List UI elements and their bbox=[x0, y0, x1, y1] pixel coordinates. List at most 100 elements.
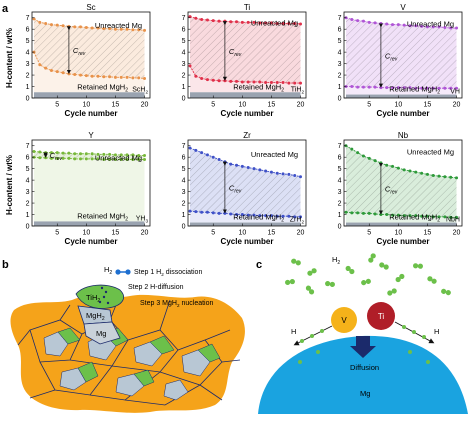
lower-data-point bbox=[420, 86, 424, 90]
x-tick-label: 15 bbox=[112, 230, 120, 237]
lower-data-point bbox=[119, 75, 123, 79]
panel-b: TiH2 MgH2 Mg H2 Step 1 H2 dissociation S… bbox=[10, 265, 245, 413]
unreacted-label: Unreacted Mg bbox=[251, 150, 298, 159]
upper-data-point bbox=[408, 169, 412, 173]
upper-data-point bbox=[350, 147, 354, 151]
h-atom bbox=[445, 290, 451, 296]
upper-data-point bbox=[264, 21, 268, 25]
y-tick-label: 0 bbox=[182, 224, 186, 231]
retained-region bbox=[34, 52, 145, 93]
upper-data-point bbox=[131, 28, 135, 32]
hydride-label: ZrH2 bbox=[290, 217, 305, 225]
x-tick-label: 20 bbox=[141, 230, 149, 237]
upper-data-point bbox=[102, 152, 106, 156]
h-atom bbox=[291, 258, 297, 264]
lower-data-point bbox=[79, 73, 83, 77]
upper-data-point bbox=[217, 19, 221, 23]
upper-data-point bbox=[455, 176, 459, 180]
lower-data-point bbox=[299, 215, 303, 219]
upper-data-point bbox=[246, 20, 250, 24]
lower-data-point bbox=[396, 213, 400, 217]
upper-data-point bbox=[391, 23, 395, 27]
y-tick-label: 5 bbox=[182, 38, 186, 45]
retained-region bbox=[190, 65, 301, 93]
h-atom bbox=[289, 278, 295, 285]
y-tick-label: 0 bbox=[338, 96, 342, 103]
x-tick-label: 5 bbox=[211, 102, 215, 109]
step1-text: Step 1 H2 dissociation bbox=[134, 269, 202, 277]
upper-data-point bbox=[67, 24, 71, 28]
y-tick-label: 4 bbox=[26, 178, 30, 185]
h-atom bbox=[285, 279, 291, 286]
lower-data-point bbox=[131, 157, 135, 161]
upper-data-point bbox=[73, 25, 77, 29]
h-atom bbox=[431, 278, 437, 284]
lower-data-point bbox=[84, 157, 88, 161]
upper-data-point bbox=[258, 21, 262, 25]
retained-region bbox=[190, 211, 301, 223]
upper-data-point bbox=[188, 146, 192, 150]
plot-frame bbox=[343, 11, 463, 99]
upper-data-point bbox=[431, 174, 435, 178]
upper-data-point bbox=[258, 168, 262, 172]
retained-hydride-band bbox=[190, 92, 301, 98]
lower-data-point bbox=[188, 64, 192, 68]
lower-data-point bbox=[287, 214, 291, 218]
lower-data-point bbox=[205, 210, 209, 214]
crev-label: Crev bbox=[50, 151, 63, 162]
crev-label: Crev bbox=[73, 46, 86, 57]
y-tick-label: 2 bbox=[338, 201, 342, 208]
lower-data-point bbox=[90, 74, 94, 78]
crev-hatch bbox=[190, 148, 301, 217]
lower-data-point bbox=[264, 81, 268, 85]
x-tick-label: 15 bbox=[268, 230, 276, 237]
hydride-label: ScH2 bbox=[132, 86, 148, 94]
y-tick-label: 5 bbox=[338, 38, 342, 45]
lower-data-point bbox=[287, 81, 291, 85]
lower-data-point bbox=[61, 156, 65, 160]
h2-molecule bbox=[379, 262, 389, 270]
h-label-left: H bbox=[291, 327, 296, 336]
lower-data-point bbox=[211, 78, 215, 82]
upper-data-point bbox=[361, 19, 365, 23]
upper-data-point bbox=[235, 20, 239, 24]
upper-data-point bbox=[96, 152, 100, 156]
upper-data-point bbox=[188, 15, 192, 19]
upper-data-point bbox=[194, 148, 198, 152]
retained-hydride-band bbox=[34, 221, 145, 226]
h-atom bbox=[441, 288, 447, 294]
h-atom bbox=[417, 263, 423, 269]
lower-data-point bbox=[449, 215, 453, 219]
upper-data-point bbox=[443, 25, 447, 29]
lower-data-point bbox=[44, 66, 48, 70]
hydride-label: NbH bbox=[446, 217, 460, 224]
y-tick-label: 3 bbox=[26, 61, 30, 68]
lower-data-point bbox=[408, 214, 412, 218]
h-atom bbox=[383, 264, 389, 270]
hydride-label: VH bbox=[450, 89, 460, 96]
upper-data-point bbox=[61, 151, 65, 155]
y-tick-label: 7 bbox=[26, 143, 30, 150]
y-tick-label: 1 bbox=[26, 212, 30, 219]
h-atom bbox=[391, 288, 397, 294]
upper-data-point bbox=[287, 172, 291, 176]
upper-data-point bbox=[287, 21, 291, 25]
upper-data-point bbox=[38, 20, 42, 24]
upper-data-point bbox=[113, 27, 117, 31]
lower-data-point bbox=[414, 86, 418, 90]
lower-data-point bbox=[258, 214, 262, 218]
mg-label-c: Mg bbox=[360, 389, 370, 398]
upper-data-point bbox=[137, 153, 141, 157]
panel-label-a: a bbox=[2, 3, 9, 15]
lower-data-point bbox=[194, 74, 198, 78]
lower-data-point bbox=[113, 75, 117, 79]
upper-data-point bbox=[90, 26, 94, 30]
lower-data-point bbox=[281, 214, 285, 218]
lower-data-point bbox=[246, 80, 250, 84]
step3-text: Step 3 MgH2 nucleation bbox=[140, 300, 213, 308]
diffusion-arrow bbox=[350, 336, 376, 358]
x-axis-label: Cycle number bbox=[377, 109, 430, 118]
y-tick-label: 7 bbox=[338, 143, 342, 150]
